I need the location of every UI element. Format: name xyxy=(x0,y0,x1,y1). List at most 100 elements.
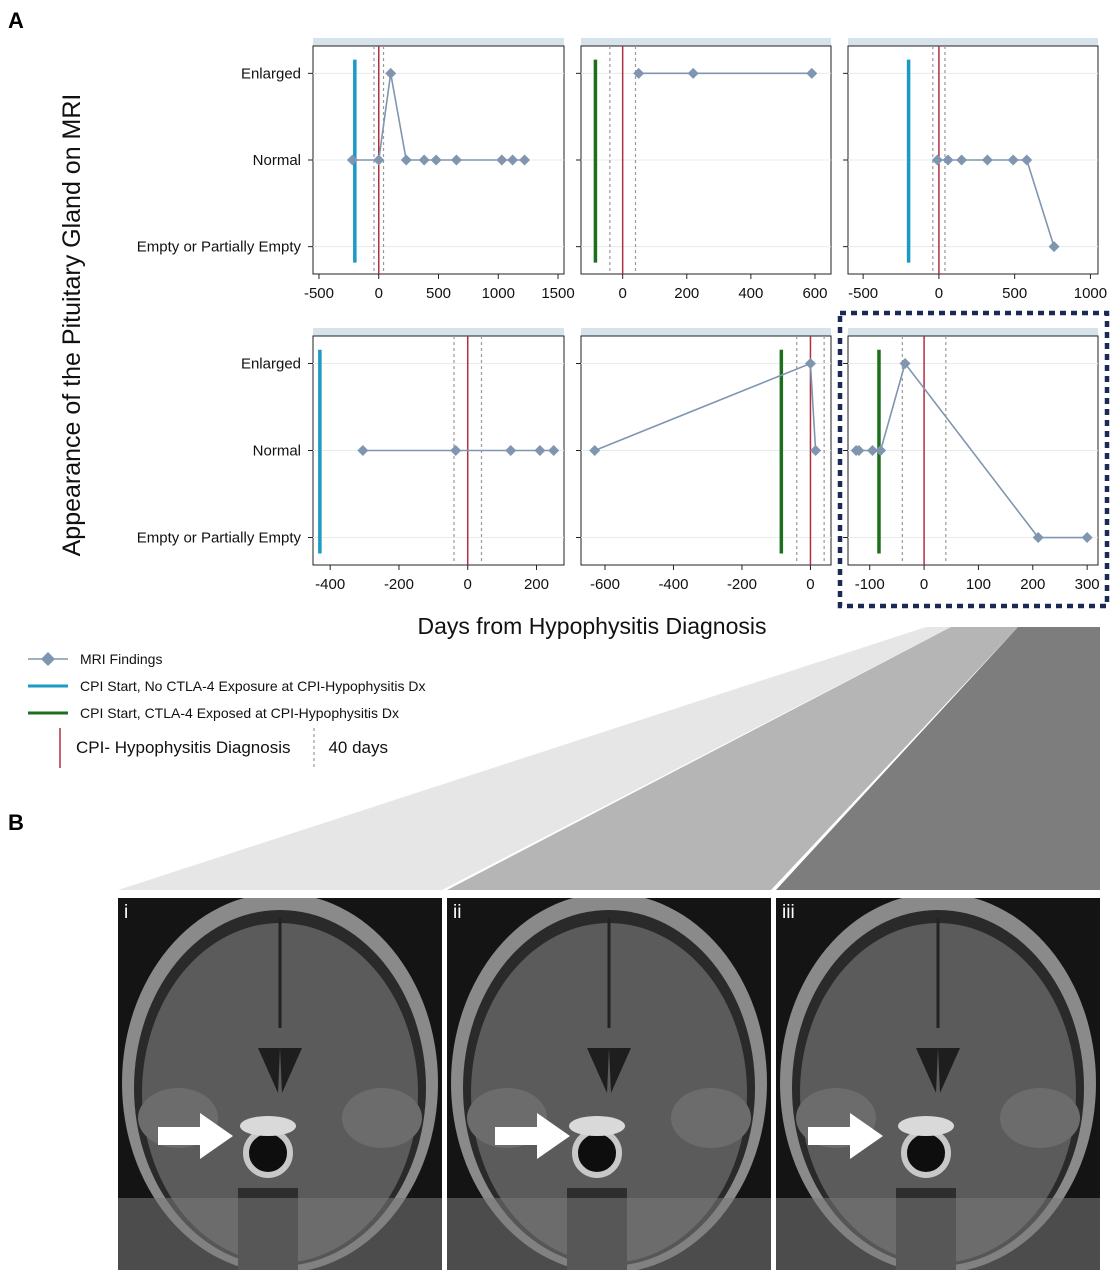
ventricle-left xyxy=(916,1048,938,1093)
dashed-vertical-line-icon xyxy=(313,728,316,768)
x-tick-label: 1000 xyxy=(1074,285,1107,302)
y-tick-label: Normal xyxy=(253,443,301,460)
panel-header-bar xyxy=(581,328,831,336)
mri-label-i: i xyxy=(124,902,129,923)
y-tick-label: Enlarged xyxy=(241,355,301,372)
mri-point xyxy=(505,445,517,456)
chart-panel-6: -100 0 100 200 300 xyxy=(837,310,1110,609)
ventricle-right xyxy=(280,1048,302,1093)
x-tick-label: -500 xyxy=(304,285,334,302)
mri-panel-i: i xyxy=(118,898,442,1270)
y-axis-title: Appearance of the Pituitary Gland on MRI xyxy=(58,94,86,557)
x-tick-label: 400 xyxy=(738,285,763,302)
x-tick-label: 200 xyxy=(674,285,699,302)
lower-structures xyxy=(776,1198,1100,1270)
panel-header-bar xyxy=(581,38,831,46)
mri-point xyxy=(875,445,887,456)
diamond-marker-icon xyxy=(28,652,68,666)
mri-point xyxy=(400,154,412,166)
red-vertical-line-icon xyxy=(59,728,61,768)
chart-panel-4: Empty or Partially Empty Normal Enlarged -4… xyxy=(137,328,565,593)
mri-point xyxy=(385,67,397,79)
x-tick-label: 0 xyxy=(618,285,626,302)
panel-header-bar xyxy=(313,38,564,46)
mri-point xyxy=(1021,154,1033,166)
pituitary-gland xyxy=(569,1116,625,1136)
mri-point xyxy=(357,445,369,456)
legend-item-cpi-ctla4: CPI Start, CTLA-4 Exposed at CPI-Hypophy… xyxy=(28,705,399,721)
legend-label-cpi-ctla4: CPI Start, CTLA-4 Exposed at CPI-Hypophy… xyxy=(80,705,399,721)
mri-point xyxy=(450,445,462,456)
legend-label-cpi-no-ctla4: CPI Start, No CTLA-4 Exposure at CPI-Hyp… xyxy=(80,678,426,694)
y-tick-label: Empty or Partially Empty xyxy=(137,530,302,547)
x-tick-label: -400 xyxy=(315,576,345,593)
panel-letter-b: B xyxy=(8,810,24,835)
mri-point xyxy=(899,357,911,369)
x-tick-label: 100 xyxy=(966,576,991,593)
green-line-icon xyxy=(28,711,68,715)
x-tick-label: 500 xyxy=(1002,285,1027,302)
mri-point xyxy=(853,445,865,456)
temporal-lobe-right xyxy=(1000,1088,1080,1148)
mri-point xyxy=(981,154,993,166)
x-axis-title: Days from Hypophysitis Diagnosis xyxy=(418,613,767,639)
mri-point xyxy=(1048,241,1060,253)
mri-panel-ii: ii xyxy=(447,898,771,1270)
mri-point xyxy=(810,445,822,456)
x-tick-label: 600 xyxy=(802,285,827,302)
brain xyxy=(800,923,1076,1263)
pituitary-gland xyxy=(240,1116,296,1136)
mri-point xyxy=(633,67,645,79)
mri-point xyxy=(430,154,442,166)
x-tick-label: -600 xyxy=(590,576,620,593)
x-tick-label: 300 xyxy=(1075,576,1100,593)
lower-structures xyxy=(447,1198,771,1270)
mri-point xyxy=(942,154,954,166)
mri-image-iii xyxy=(776,898,1100,1270)
x-tick-label: -200 xyxy=(384,576,414,593)
chart-panel-5: -600 -400 -200 0 xyxy=(576,328,832,593)
lower-structures xyxy=(118,1198,442,1270)
x-tick-label: 0 xyxy=(920,576,928,593)
sphenoid-sinus xyxy=(572,1128,622,1178)
y-tick-label: Enlarged xyxy=(241,65,301,82)
x-tick-label: 0 xyxy=(464,576,472,593)
mri-point xyxy=(1032,532,1044,544)
x-tick-label: -400 xyxy=(658,576,688,593)
legend-item-diagnosis: CPI- Hypophysitis Diagnosis 40 days xyxy=(56,728,388,768)
panel-letter-a: A xyxy=(8,8,24,33)
panel-header-bar xyxy=(313,328,564,336)
mri-panel-iii: iii xyxy=(776,898,1100,1270)
mri-point xyxy=(806,67,818,79)
wedge-iii xyxy=(776,627,1100,890)
mri-point xyxy=(534,445,546,456)
ventricle-left xyxy=(258,1048,280,1093)
mri-point xyxy=(589,445,601,456)
sphenoid-sinus xyxy=(243,1128,293,1178)
wedge-i xyxy=(118,627,951,890)
y-tick-label: Normal xyxy=(253,152,301,169)
arrow-right-icon xyxy=(495,1113,570,1159)
chart-panel-2: 0 200 400 600 xyxy=(576,38,832,302)
panel-header-bar xyxy=(848,328,1098,336)
pituitary-gland xyxy=(898,1116,954,1136)
mri-point xyxy=(507,154,519,166)
mri-point xyxy=(450,154,462,166)
brain xyxy=(471,923,747,1263)
mri-point xyxy=(346,154,358,166)
x-tick-label: -100 xyxy=(855,576,885,593)
mri-point xyxy=(373,154,385,166)
mri-point xyxy=(956,154,968,166)
mri-label-ii: ii xyxy=(453,902,462,923)
panel-header-bar xyxy=(848,38,1098,46)
x-tick-label: 200 xyxy=(524,576,549,593)
x-tick-label: 0 xyxy=(375,285,383,302)
x-tick-label: 0 xyxy=(935,285,943,302)
x-tick-label: -200 xyxy=(727,576,757,593)
highlight-box xyxy=(837,310,1110,609)
y-tick-label: Empty or Partially Empty xyxy=(137,239,302,256)
mri-image-i xyxy=(118,898,442,1270)
arrow-right-icon xyxy=(808,1113,883,1159)
